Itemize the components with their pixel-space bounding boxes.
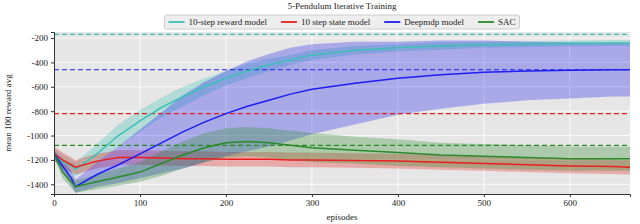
tick-mark (51, 38, 54, 39)
tick: 0 (52, 194, 57, 208)
legend-label: 10-step reward model (189, 17, 268, 27)
tick-mark (51, 87, 54, 88)
axis-line (51, 33, 55, 195)
legend-swatch (169, 21, 185, 23)
tick-mark (398, 194, 399, 197)
marks (54, 34, 630, 192)
legend-item: 10 step state model (281, 17, 371, 27)
tick: -800 (32, 107, 55, 117)
tick-label: 200 (220, 198, 234, 208)
tick-label: -200 (32, 33, 49, 43)
tick-label: 500 (478, 198, 492, 208)
y-axis-title: mean 100 reward avg (3, 74, 13, 152)
tick-label: -800 (32, 107, 49, 117)
tick-label: 600 (564, 198, 578, 208)
chart: 0 100 200 300 400 500 600 -1400 -1200 -1000 -800 -6… (0, 0, 640, 224)
series-line (54, 70, 630, 187)
legend-label: SAC (498, 17, 516, 27)
tick-label: 0 (52, 198, 57, 208)
tick-label: 400 (392, 198, 406, 208)
tick: 200 (220, 194, 234, 208)
x-axis: 0 100 200 300 400 500 600 (52, 194, 630, 208)
band (54, 41, 630, 193)
tick-mark (140, 194, 141, 197)
legend-item: SAC (478, 17, 516, 27)
tick-label: -1400 (27, 180, 48, 190)
legend-label: 10 step state model (301, 17, 371, 27)
grid (54, 32, 630, 194)
legend-label: Deepmdp model (404, 17, 464, 27)
series-line (54, 142, 630, 187)
tick-mark (51, 160, 54, 161)
reference-line (54, 145, 630, 146)
tick-mark (570, 194, 571, 197)
reference-line (54, 34, 630, 35)
tick: -600 (32, 82, 55, 92)
plot: 0 100 200 300 400 500 600 -1400 -1200 -1000 -800 -6… (27, 32, 631, 208)
grid-line (54, 38, 630, 39)
series-line (54, 154, 630, 167)
tick-mark (51, 62, 54, 63)
tick: 300 (306, 194, 320, 208)
series-line (54, 43, 630, 170)
legend-item: 10-step reward model (169, 17, 268, 27)
reference-line (54, 113, 630, 114)
tick-label: -600 (32, 82, 49, 92)
tick-mark (484, 194, 485, 197)
tick: -1000 (27, 131, 54, 141)
legend-swatch (281, 21, 297, 23)
tick: -1200 (27, 155, 54, 165)
tick-label: -1000 (27, 131, 48, 141)
legend-box (165, 15, 520, 29)
tick: 100 (134, 194, 148, 208)
legend-item: Deepmdp model (384, 17, 464, 27)
plot-background (54, 32, 630, 194)
y-axis: -1400 -1200 -1000 -800 -600 -400 -200 (27, 33, 55, 195)
band (54, 127, 630, 193)
tick-label: -400 (32, 58, 49, 68)
legend-swatch (478, 21, 494, 23)
title: 5-Pendulum Iterative Training (288, 1, 397, 11)
tick: -1400 (27, 180, 54, 190)
tick: -200 (32, 33, 55, 43)
tick: -400 (32, 58, 55, 68)
tick-label: -1200 (27, 155, 48, 165)
tick: 600 (564, 194, 578, 208)
legend-swatch (384, 21, 400, 23)
tick-mark (51, 111, 54, 112)
tick-mark (51, 136, 54, 137)
tick-mark (51, 184, 54, 185)
tick: 500 (478, 194, 492, 208)
legend: 10-step reward model 10 step state model D… (165, 15, 520, 29)
x-axis-title: episodes (327, 212, 358, 222)
axis-line (55, 195, 631, 198)
tick-mark (312, 194, 313, 197)
grid-line (54, 184, 630, 185)
tick-mark (226, 194, 227, 197)
tick-label: 100 (134, 198, 148, 208)
tick: 400 (392, 194, 406, 208)
tick-label: 300 (306, 198, 320, 208)
